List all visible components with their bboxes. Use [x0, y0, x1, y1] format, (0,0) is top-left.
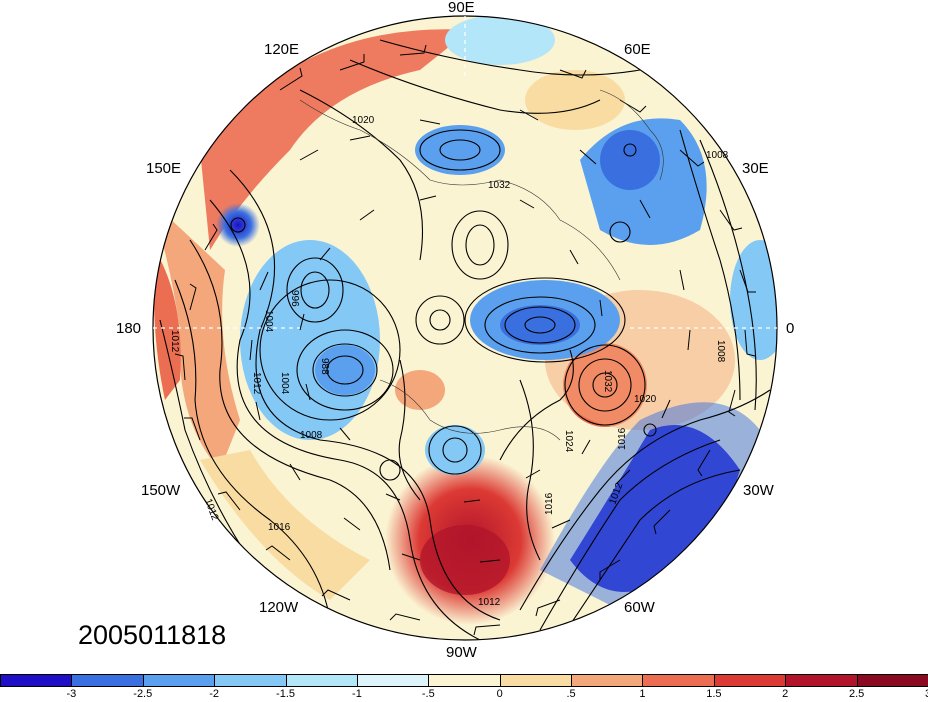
contour-label: 1016 [544, 492, 555, 515]
contour-label: 1008 [300, 430, 323, 441]
contour-label: 1032 [602, 370, 613, 393]
contour-label: 1020 [634, 394, 657, 405]
colorbar-swatch [0, 674, 73, 687]
anomaly-region-cold-rim-east [730, 240, 777, 360]
contour-labels: 1020 1008 1032 1012 1004 996 988 1012 10… [169, 115, 729, 608]
coastlines [299, 89, 664, 441]
lon-label-30e: 30E [742, 160, 769, 177]
colorbar-swatch [285, 674, 358, 687]
colorbar-tick-label: 2 [782, 688, 789, 700]
colorbar-tick-label: 1 [639, 688, 646, 700]
isobar-contours [159, 39, 771, 640]
colorbar-swatch [428, 674, 501, 687]
lon-label-60e: 60E [624, 41, 651, 58]
colorbar-tick-label: -3 [66, 688, 77, 700]
contour-label: 1004 [279, 372, 290, 395]
colorbar-tick-label: -2 [209, 688, 220, 700]
colorbar-tick-label: 0 [496, 688, 503, 700]
lon-label-120w: 120W [259, 599, 299, 616]
lon-label-150e: 150E [146, 160, 182, 177]
lon-label-60w: 60W [624, 599, 655, 616]
colorbar-tick-label: 2.5 [848, 688, 865, 700]
anomaly-region-warm-southwest [200, 450, 370, 600]
colorbar-swatch [856, 674, 928, 687]
contour-label: 1024 [563, 430, 574, 453]
contour-label: 1004 [263, 310, 274, 333]
colorbar-swatch [499, 674, 573, 687]
colorbar-tick-label: -1.5 [276, 688, 296, 700]
contour-label: 988 [319, 358, 330, 375]
colorbar-tick-label: .5 [566, 688, 576, 700]
date-time-stamp: 2005011818 [78, 620, 227, 650]
anomaly-region-cold-center [425, 425, 485, 475]
anomaly-region-warm-pole [395, 370, 445, 410]
anomaly-region-warm-south-core [420, 525, 510, 595]
lon-label-30w: 30W [743, 482, 774, 499]
contour-label: 1016 [268, 522, 291, 533]
lon-label-90w: 90W [446, 644, 477, 661]
anomaly-region-warm-west [153, 200, 240, 470]
contour-label: 1020 [352, 115, 375, 126]
colorbar-tick-label: -2.5 [133, 688, 153, 700]
anomaly-region-warm-northeast [525, 70, 625, 130]
colorbar-swatch [356, 674, 430, 687]
contour-label: 1008 [706, 150, 729, 161]
contour-label: 1012 [251, 372, 262, 395]
colorbar-swatch [571, 674, 644, 687]
anomaly-region-warm-west-core [153, 250, 181, 400]
anomaly-region-cold-northeast-core [600, 130, 660, 190]
contour-label: 1012 [478, 597, 501, 608]
anomaly-region-cold-northwest [216, 203, 260, 247]
anomaly-region-cold-west-core [315, 345, 375, 395]
polar-stereographic-map: 1020 1008 1032 1012 1004 996 988 1012 10… [152, 15, 778, 641]
contour-label: 1016 [617, 427, 628, 450]
colorbar-tick-label: -1 [352, 688, 362, 700]
anomaly-region-cold-upper-east [445, 16, 555, 65]
contour-label: 1008 [715, 340, 726, 363]
contour-label: 1012 [169, 330, 180, 353]
colorbar-tick-label: 3 [925, 688, 928, 700]
lon-label-120e: 120E [264, 41, 300, 58]
colorbar: -3 -2.5 -2 -1.5 -1 -.5 0 .5 1 1.5 2 2.5 3 [0, 674, 928, 702]
lon-label-150w: 150W [141, 482, 181, 499]
lon-label-0: 0 [786, 320, 795, 337]
colorbar-swatch [713, 674, 787, 687]
colorbar-swatch [71, 674, 144, 687]
colorbar-swatch [214, 674, 287, 687]
contour-label: 996 [289, 290, 300, 307]
colorbar-swatch [785, 674, 858, 687]
colorbar-swatch [142, 674, 216, 687]
graticule [153, 16, 777, 329]
colorbar-swatch [642, 674, 715, 687]
colorbar-tick-label: 1.5 [706, 688, 722, 700]
lon-label-180: 180 [116, 320, 142, 337]
colorbar-tick-label: -.5 [421, 688, 435, 700]
anomaly-region-cold-central-core [500, 305, 580, 345]
anomaly-region-cold-north [415, 125, 505, 175]
contour-label: 1032 [488, 180, 511, 191]
lon-label-90e: 90E [448, 0, 475, 16]
